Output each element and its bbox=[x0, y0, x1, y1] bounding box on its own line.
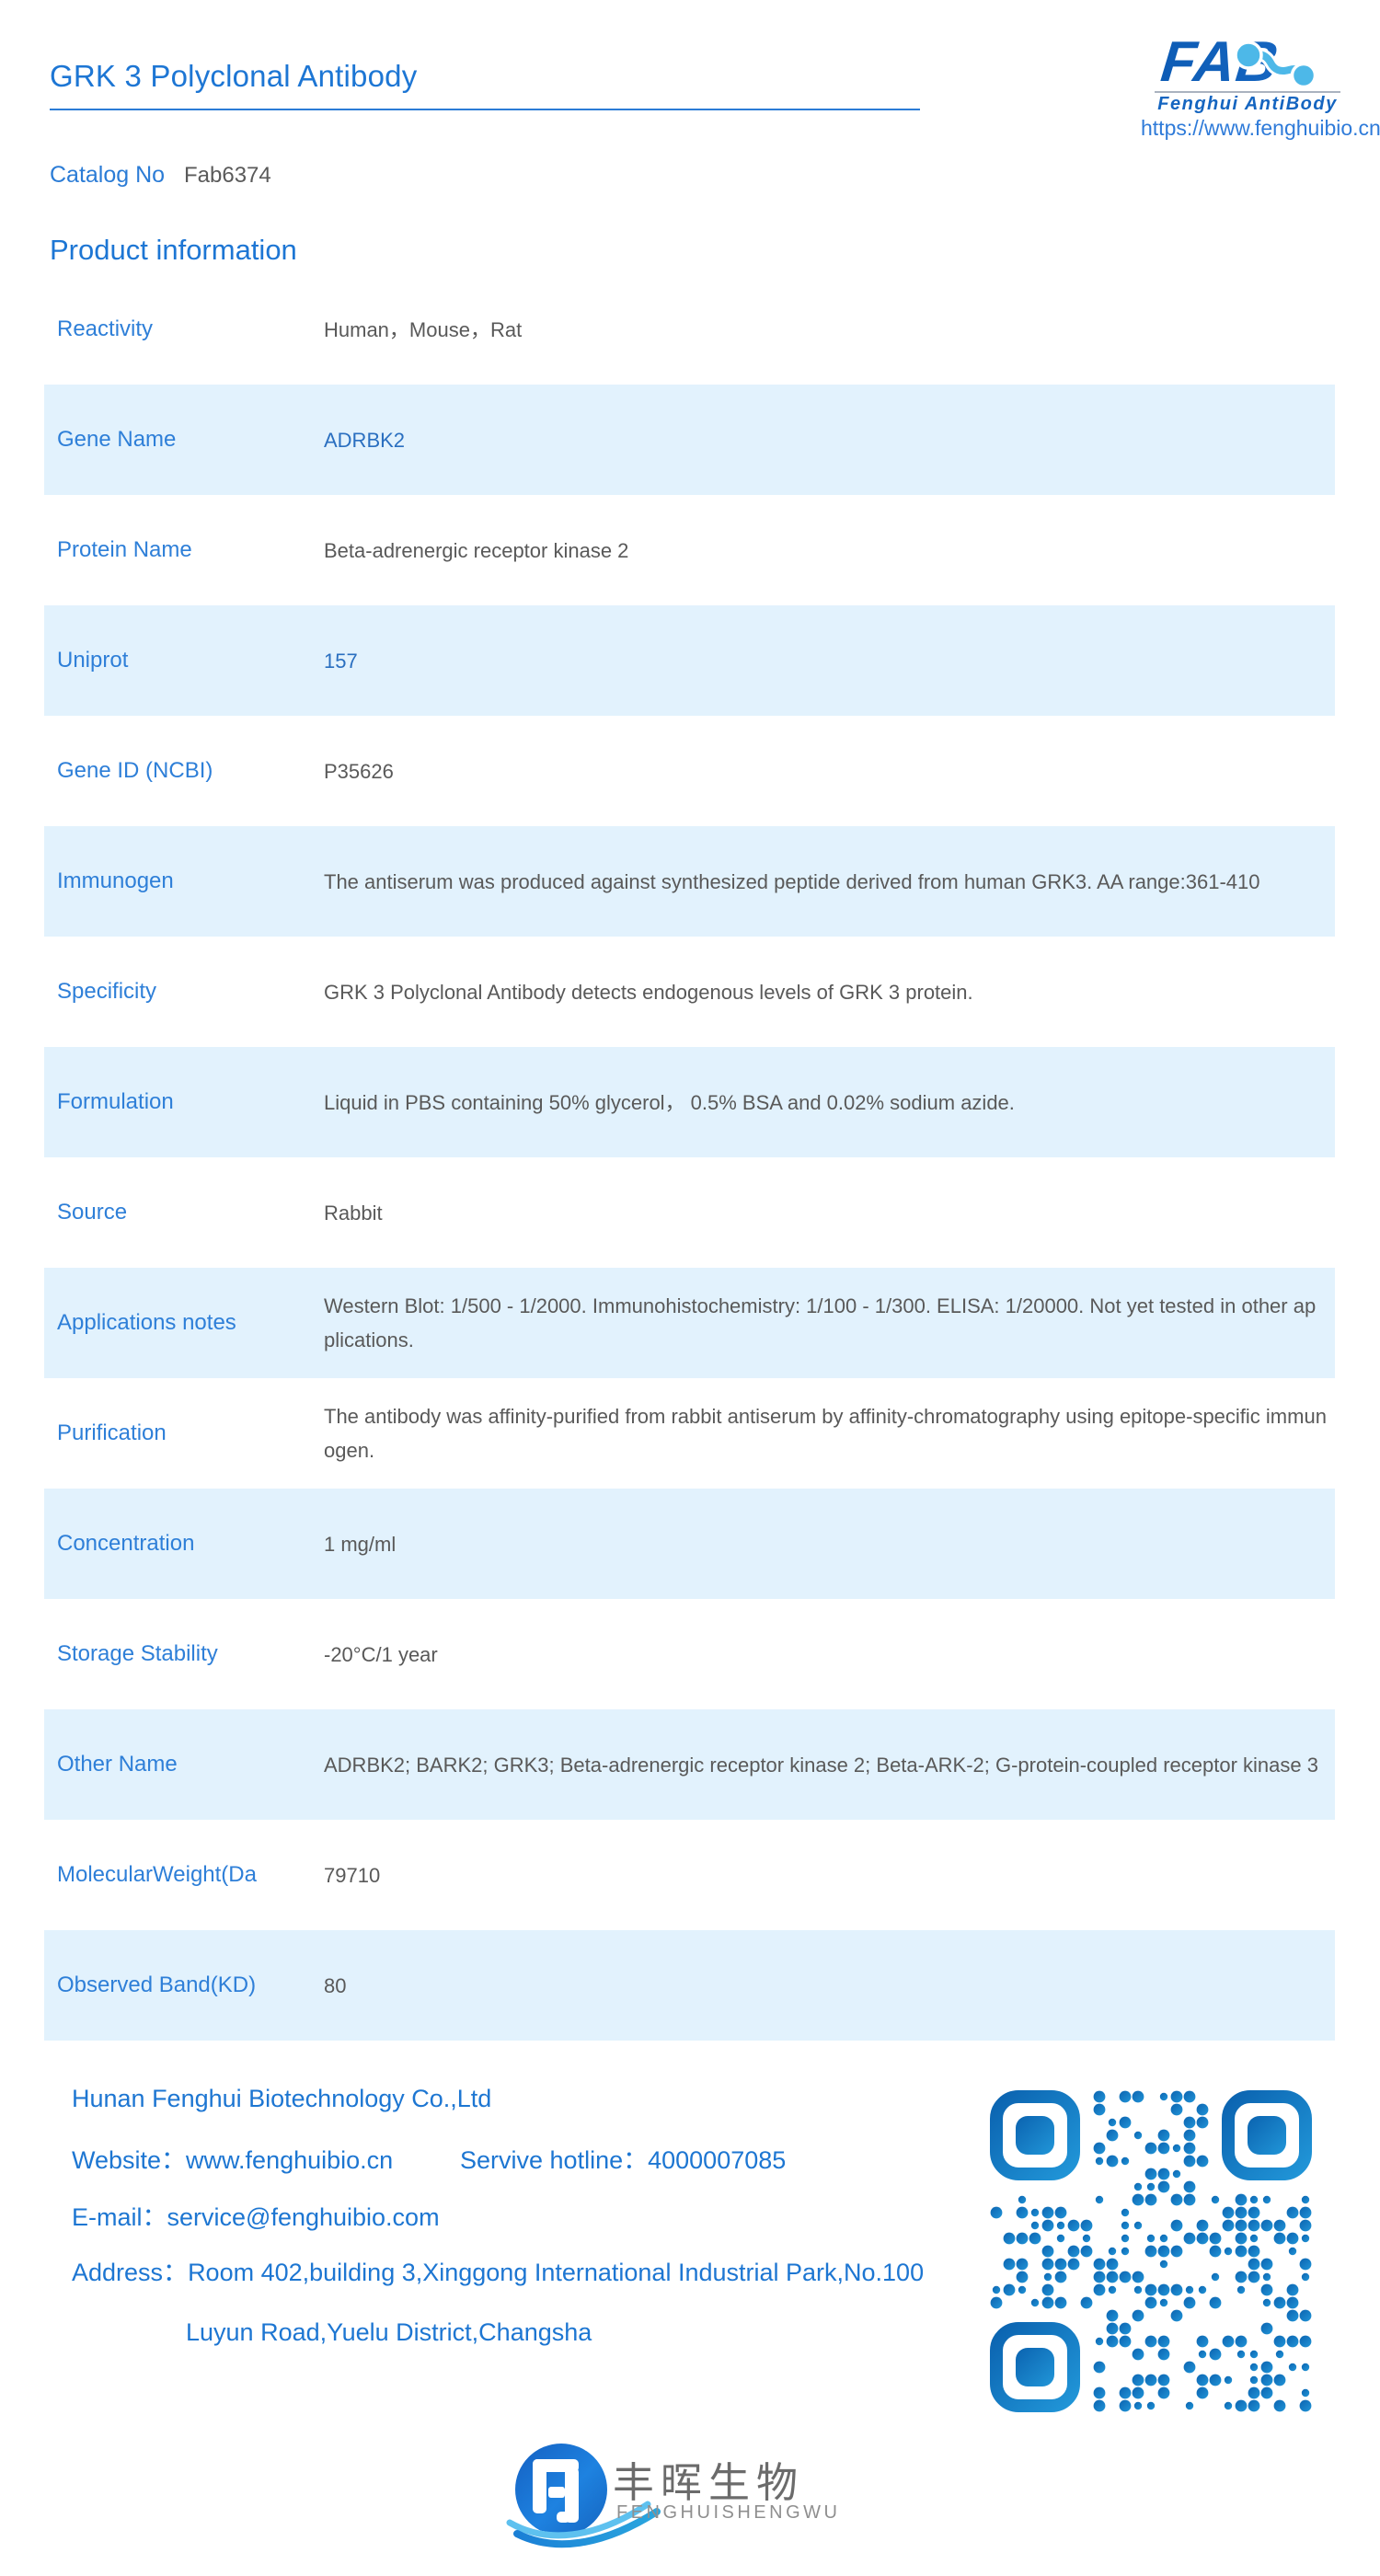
contact-line: Website：www.fenghuibio.cn Servive hotlin… bbox=[72, 2140, 786, 2176]
fh-monogram bbox=[533, 2459, 579, 2523]
table-row: Reactivity Human，Mouse，Rat bbox=[44, 274, 1335, 385]
molecule-atom-icon bbox=[1290, 62, 1317, 89]
address-line-1: Address：Room 402,building 3,Xinggong Int… bbox=[72, 2252, 924, 2288]
brand-url-link[interactable]: https://www.fenghuibio.cn bbox=[1141, 116, 1380, 140]
row-label: Applications notes bbox=[57, 1310, 236, 1335]
hotline-label: Servive hotline： bbox=[460, 2146, 649, 2174]
catalog-no-value: Fab6374 bbox=[184, 163, 271, 188]
row-label: Gene ID (NCBI) bbox=[57, 758, 213, 783]
email-line: E-mail：service@fenghuibio.com bbox=[72, 2197, 440, 2233]
table-row: MolecularWeight(Da 79710 bbox=[44, 1820, 1335, 1930]
table-row: Gene Name ADRBK2 bbox=[44, 385, 1335, 495]
row-value: The antibody was affinity-purified from … bbox=[324, 1405, 1327, 1462]
row-label: Storage Stability bbox=[57, 1641, 218, 1666]
email-label: E-mail： bbox=[72, 2203, 167, 2231]
website-label: Website： bbox=[72, 2146, 187, 2174]
table-row: Uniprot 157 bbox=[44, 605, 1335, 716]
email-link[interactable]: service@fenghuibio.com bbox=[167, 2203, 440, 2231]
catalog-no-label: Catalog No bbox=[50, 162, 166, 188]
row-label: Uniprot bbox=[57, 648, 129, 673]
title-underline bbox=[50, 109, 920, 110]
row-label: Concentration bbox=[57, 1531, 195, 1556]
table-row: Source Rabbit bbox=[44, 1157, 1335, 1268]
product-table: Reactivity Human，Mouse，Rat Gene Name ADR… bbox=[44, 274, 1335, 2041]
row-label: Formulation bbox=[57, 1089, 174, 1114]
row-value: Beta-adrenergic receptor kinase 2 bbox=[324, 538, 629, 562]
row-label: Observed Band(KD) bbox=[57, 1972, 257, 1997]
row-value: 80 bbox=[324, 1973, 347, 1997]
row-value[interactable]: 157 bbox=[324, 649, 358, 673]
qr-finder-pattern bbox=[990, 2090, 1080, 2180]
qr-finder-pattern bbox=[990, 2322, 1080, 2412]
table-row: Specificity GRK 3 Polyclonal Antibody de… bbox=[44, 937, 1335, 1047]
hotline-number: 4000007085 bbox=[648, 2146, 787, 2174]
fab-brand-logo: FAB Fenghui AntiBody bbox=[1155, 30, 1340, 114]
brand-name: Fenghui AntiBody bbox=[1157, 94, 1337, 114]
row-label: Source bbox=[57, 1200, 128, 1225]
catalog-line: Catalog No Fab6374 bbox=[50, 162, 694, 191]
company-name: Hunan Fenghui Biotechnology Co.,Ltd bbox=[72, 2085, 492, 2112]
row-label: Other Name bbox=[57, 1752, 178, 1777]
table-row: Protein Name Beta-adrenergic receptor ki… bbox=[44, 495, 1335, 605]
row-label: Immunogen bbox=[57, 868, 174, 893]
table-row: Gene ID (NCBI) P35626 bbox=[44, 716, 1335, 826]
swoosh-light bbox=[506, 2501, 651, 2539]
table-row: Formulation Liquid in PBS containing 50%… bbox=[44, 1047, 1335, 1157]
address-text-1: Room 402,building 3,Xinggong Internation… bbox=[188, 2259, 925, 2286]
row-label: Purification bbox=[57, 1420, 167, 1445]
page-title: GRK 3 Polyclonal Antibody bbox=[50, 59, 418, 93]
address-label: Address： bbox=[72, 2259, 189, 2286]
table-row: Storage Stability -20°C/1 year bbox=[44, 1599, 1335, 1709]
table-row: Other Name ADRBK2; BARK2; GRK3; Beta-adr… bbox=[44, 1709, 1335, 1820]
section-title: Product information bbox=[50, 234, 297, 266]
company-en-name: FENGHUISHENGWU bbox=[616, 2502, 841, 2523]
table-row: Concentration 1 mg/ml bbox=[44, 1489, 1335, 1599]
row-label: Gene Name bbox=[57, 427, 177, 452]
row-label: Reactivity bbox=[57, 316, 154, 341]
website-pair: Website：www.fenghuibio.cn bbox=[72, 2146, 393, 2174]
row-label: Specificity bbox=[57, 979, 157, 1004]
website-link[interactable]: www.fenghuibio.cn bbox=[186, 2146, 394, 2174]
row-value: The antiserum was produced against synth… bbox=[324, 869, 1260, 893]
company-cn-name: 丰晖生物 bbox=[613, 2459, 805, 2506]
row-value: P35626 bbox=[324, 759, 394, 783]
row-value: ADRBK2; BARK2; GRK3; Beta-adrenergic rec… bbox=[324, 1753, 1318, 1777]
row-value: 1 mg/ml bbox=[324, 1532, 397, 1556]
row-value: GRK 3 Polyclonal Antibody detects endoge… bbox=[324, 980, 973, 1004]
table-row: Immunogen The antiserum was produced aga… bbox=[44, 826, 1335, 937]
qr-code bbox=[990, 2090, 1312, 2412]
row-value: Liquid in PBS containing 50% glycerol， 0… bbox=[324, 1090, 1015, 1114]
table-row: Observed Band(KD) 80 bbox=[44, 1930, 1335, 2041]
row-label: MolecularWeight(Da bbox=[57, 1862, 257, 1887]
qr-finder-pattern bbox=[1222, 2090, 1312, 2180]
swoosh-dark bbox=[513, 2508, 661, 2548]
row-value[interactable]: ADRBK2 bbox=[324, 428, 406, 452]
molecule-atom-icon bbox=[1234, 40, 1263, 70]
row-value: Western Blot: 1/500 - 1/2000. Immunohist… bbox=[324, 1294, 1317, 1351]
hotline-pair: Servive hotline：4000007085 bbox=[460, 2140, 786, 2176]
table-row: Applications notes Western Blot: 1/500 -… bbox=[44, 1268, 1335, 1378]
row-value: Human，Mouse，Rat bbox=[324, 317, 523, 341]
table-row: Purification The antibody was affinity-p… bbox=[44, 1378, 1335, 1489]
row-value: -20°C/1 year bbox=[324, 1642, 438, 1666]
address-line-2: Luyun Road,Yuelu District,Changsha bbox=[186, 2318, 592, 2346]
row-value: 79710 bbox=[324, 1863, 381, 1887]
fenghui-logo bbox=[506, 2444, 661, 2548]
row-value: Rabbit bbox=[324, 1201, 383, 1225]
row-label: Protein Name bbox=[57, 537, 192, 562]
